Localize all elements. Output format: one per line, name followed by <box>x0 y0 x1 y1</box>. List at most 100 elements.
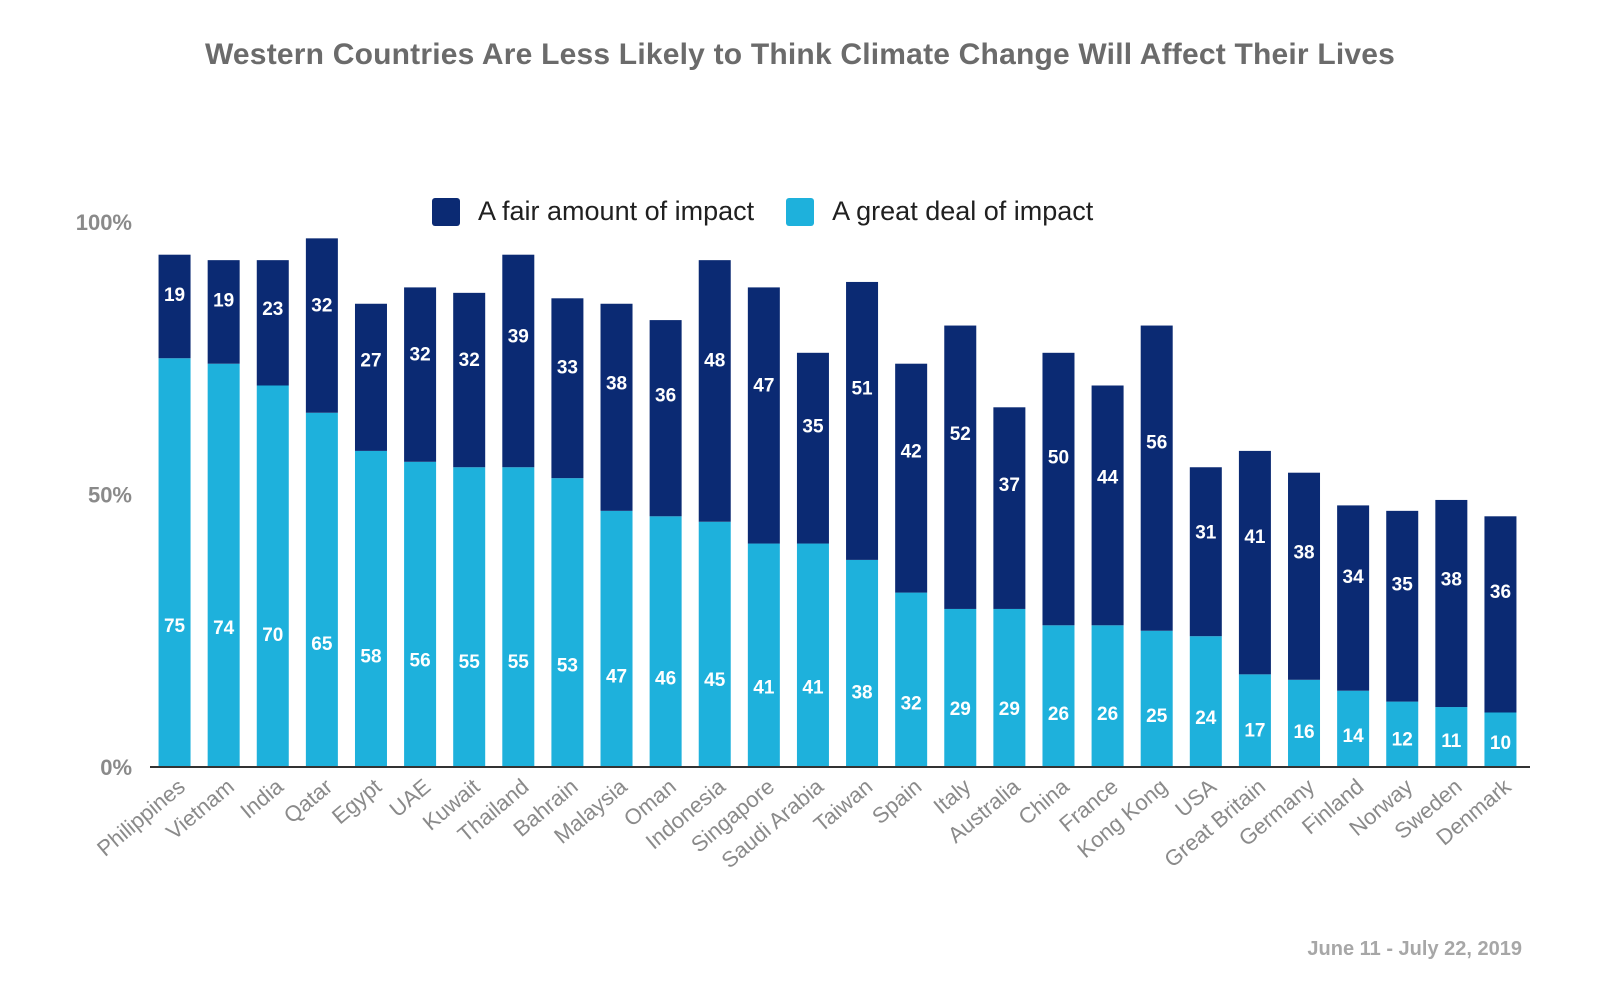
bar-fair-amount <box>796 352 829 544</box>
data-label-great-deal: 10 <box>1490 733 1511 754</box>
data-label-great-deal: 56 <box>410 650 431 671</box>
bar-great-deal <box>1189 636 1222 767</box>
data-label-fair-amount: 50 <box>1048 447 1069 468</box>
y-tick-label: 0% <box>100 755 132 780</box>
data-label-fair-amount: 51 <box>851 379 873 400</box>
bar-great-deal <box>649 516 682 767</box>
bar-great-deal <box>551 478 584 767</box>
data-label-great-deal: 46 <box>655 668 676 689</box>
data-label-fair-amount: 36 <box>655 386 676 407</box>
data-label-fair-amount: 38 <box>1293 542 1314 563</box>
x-tick-label: India <box>235 773 288 823</box>
data-label-great-deal: 75 <box>164 616 186 637</box>
data-label-great-deal: 26 <box>1097 704 1118 725</box>
bar-great-deal <box>305 412 338 767</box>
data-label-great-deal: 17 <box>1244 720 1265 741</box>
bar-fair-amount <box>698 260 731 522</box>
bar-fair-amount <box>1484 516 1517 713</box>
data-label-fair-amount: 31 <box>1195 522 1217 543</box>
bar-great-deal <box>158 358 191 767</box>
data-label-great-deal: 14 <box>1343 726 1365 747</box>
bar-fair-amount <box>354 303 387 451</box>
data-label-great-deal: 70 <box>262 625 283 646</box>
bar-fair-amount <box>207 260 240 364</box>
bar-fair-amount <box>944 325 977 609</box>
data-label-fair-amount: 47 <box>753 376 774 397</box>
data-label-fair-amount: 35 <box>1392 574 1414 595</box>
bar-fair-amount <box>1435 499 1468 708</box>
data-label-fair-amount: 23 <box>262 299 283 320</box>
data-label-great-deal: 29 <box>950 699 971 720</box>
bar-fair-amount <box>453 292 486 468</box>
bar-fair-amount <box>158 254 191 359</box>
legend-swatch-great-deal <box>786 197 815 226</box>
bar-great-deal <box>1140 630 1173 767</box>
x-tick-label: Spain <box>867 774 926 829</box>
bar-fair-amount <box>1288 472 1321 680</box>
bar-great-deal <box>1091 625 1124 767</box>
bar-great-deal <box>846 559 879 767</box>
bar-fair-amount <box>1238 450 1271 675</box>
bar-great-deal <box>600 510 633 767</box>
data-label-fair-amount: 38 <box>606 373 627 394</box>
bar-fair-amount <box>1091 385 1124 626</box>
data-label-great-deal: 11 <box>1441 731 1462 752</box>
data-label-fair-amount: 37 <box>999 475 1020 496</box>
bar-great-deal <box>944 608 977 767</box>
bar-great-deal <box>895 592 928 767</box>
bar-fair-amount <box>1337 505 1370 691</box>
bar-great-deal <box>698 521 731 767</box>
data-label-fair-amount: 32 <box>459 350 480 371</box>
bar-fair-amount <box>1042 352 1075 626</box>
data-label-fair-amount: 42 <box>901 442 922 463</box>
bar-fair-amount <box>895 363 928 593</box>
bar-great-deal <box>256 385 289 767</box>
legend-item-great-deal: A great deal of impact <box>786 196 1093 227</box>
data-label-fair-amount: 19 <box>213 290 234 311</box>
chart-legend: A fair amount of impact A great deal of … <box>432 196 1125 227</box>
data-label-great-deal: 24 <box>1195 708 1217 729</box>
data-label-great-deal: 55 <box>508 652 530 673</box>
data-label-great-deal: 32 <box>901 693 922 714</box>
data-label-great-deal: 45 <box>704 670 726 691</box>
legend-label-great-deal: A great deal of impact <box>832 196 1094 226</box>
data-label-fair-amount: 41 <box>1244 527 1266 548</box>
data-label-fair-amount: 52 <box>950 424 971 445</box>
data-label-great-deal: 38 <box>851 683 872 704</box>
chart-title: Western Countries Are Less Likely to Thi… <box>204 38 1396 71</box>
bar-fair-amount <box>256 260 289 386</box>
data-label-great-deal: 29 <box>999 699 1020 720</box>
data-label-great-deal: 55 <box>459 652 481 673</box>
data-label-great-deal: 12 <box>1392 729 1413 750</box>
legend-swatch-fair-amount <box>432 197 460 226</box>
bar-great-deal <box>1386 701 1419 767</box>
bar-great-deal <box>453 467 486 767</box>
data-label-fair-amount: 56 <box>1146 433 1167 454</box>
data-label-fair-amount: 33 <box>557 358 578 379</box>
bar-great-deal <box>207 363 240 767</box>
bar-fair-amount <box>600 303 633 511</box>
bar-great-deal <box>796 543 829 767</box>
bar-fair-amount <box>404 287 437 462</box>
data-label-fair-amount: 32 <box>410 345 431 366</box>
bar-fair-amount <box>649 320 682 517</box>
data-label-great-deal: 26 <box>1048 704 1069 725</box>
x-tick-label: Qatar <box>279 774 337 829</box>
x-tick-label: Egypt <box>327 774 386 829</box>
data-label-great-deal: 25 <box>1146 706 1168 727</box>
bar-fair-amount <box>502 254 535 468</box>
data-label-great-deal: 74 <box>213 618 235 639</box>
legend-label-fair-amount: A fair amount of impact <box>478 196 755 226</box>
data-label-great-deal: 41 <box>802 677 824 698</box>
data-label-great-deal: 53 <box>557 656 578 677</box>
data-label-great-deal: 16 <box>1293 722 1314 743</box>
y-tick-label: 100% <box>76 210 132 235</box>
bar-fair-amount <box>993 407 1026 609</box>
data-label-great-deal: 65 <box>311 634 333 655</box>
data-label-great-deal: 47 <box>606 666 627 687</box>
bar-fair-amount <box>1386 510 1419 702</box>
bar-great-deal <box>404 461 437 767</box>
data-label-fair-amount: 19 <box>164 285 185 306</box>
y-tick-label: 50% <box>88 483 132 508</box>
